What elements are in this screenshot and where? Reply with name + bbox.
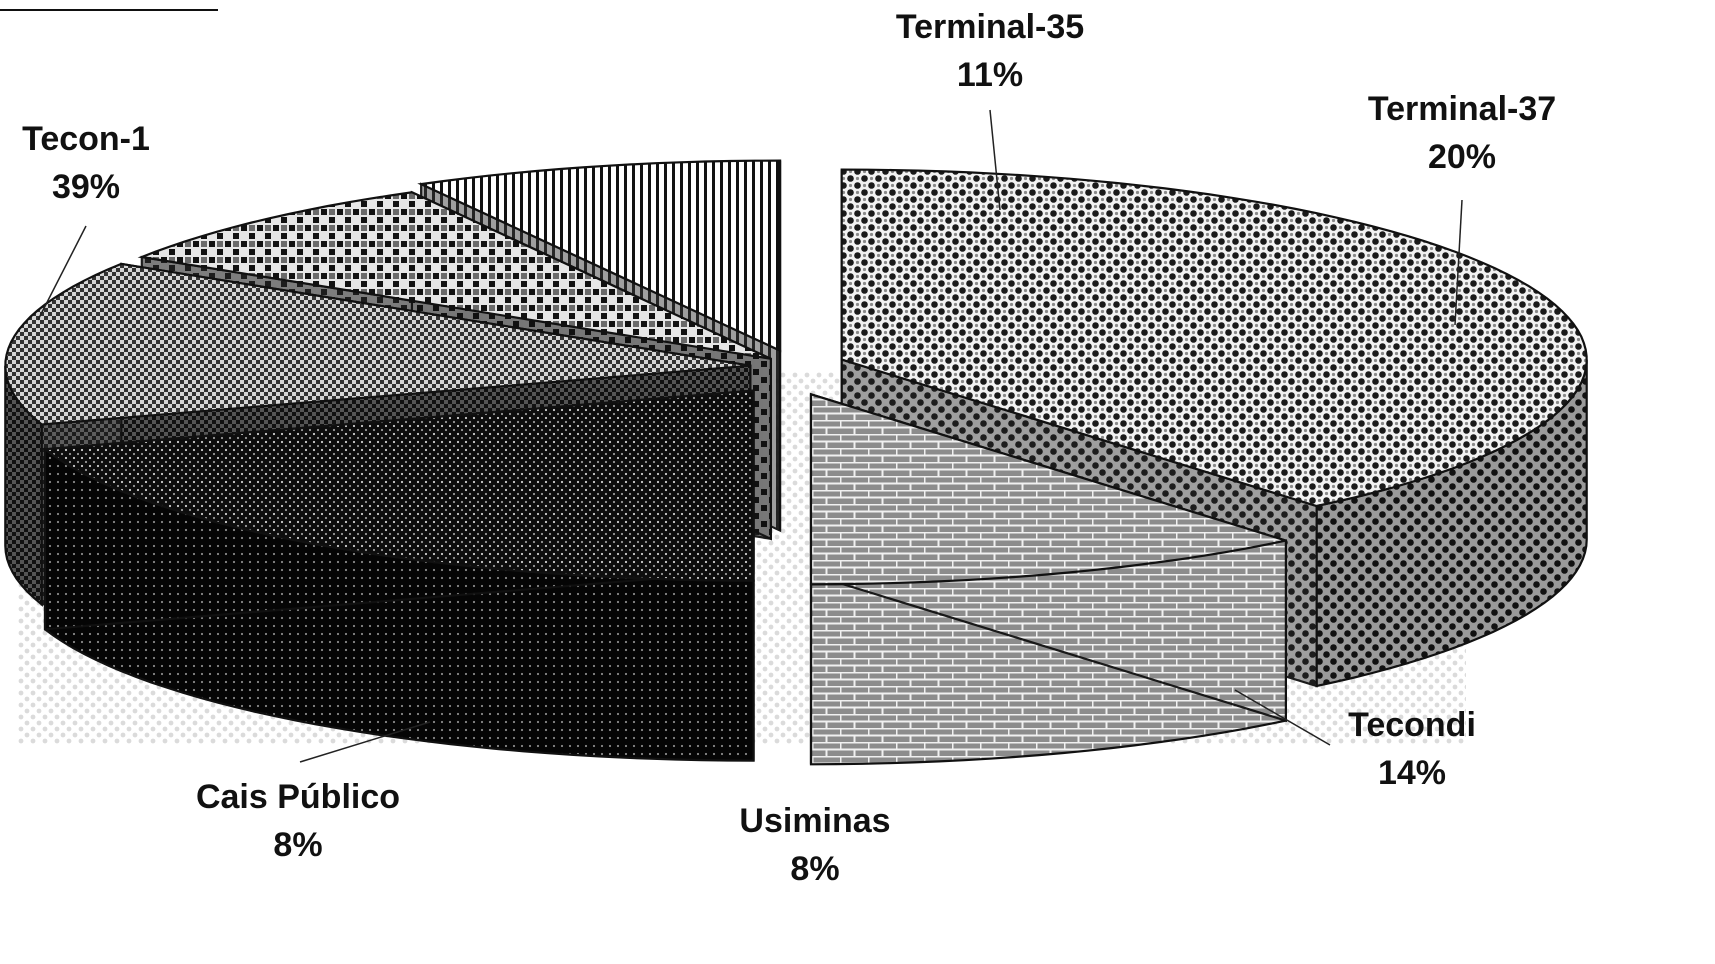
leader-cais-publico xyxy=(299,721,431,763)
percent-terminal-37: 20% xyxy=(1428,138,1496,176)
label-terminal-35: Terminal-35 xyxy=(896,8,1084,46)
leader-tecon-1 xyxy=(37,225,87,321)
leader-lines xyxy=(37,109,1463,763)
slice-terminal-35 xyxy=(809,392,1287,586)
leader-terminal-37 xyxy=(1454,199,1463,326)
label-terminal-37: Terminal-37 xyxy=(1368,90,1556,128)
slice-tecondi xyxy=(4,262,751,426)
pie-tops xyxy=(4,159,1588,586)
slice-terminal-37 xyxy=(41,389,755,582)
percent-tecondi: 14% xyxy=(1378,754,1446,792)
leader-tecondi xyxy=(1234,689,1331,746)
label-tecondi: Tecondi xyxy=(1348,706,1476,744)
slice-cais-publico xyxy=(417,159,782,353)
percent-terminal-35: 11% xyxy=(957,56,1023,94)
slice-tecon-1 xyxy=(840,168,1588,508)
percent-tecon-1: 39% xyxy=(52,168,120,206)
slice-labels: Tecon-1 39% Terminal-35 11% Terminal-37 20% Te… xyxy=(22,8,1556,888)
leader-terminal-35 xyxy=(989,109,1001,211)
percent-cais-publico: 8% xyxy=(273,826,322,864)
label-cais-publico: Cais Público xyxy=(196,778,400,816)
label-usiminas: Usiminas xyxy=(739,802,890,840)
percent-usiminas: 8% xyxy=(790,850,839,888)
label-tecon-1: Tecon-1 xyxy=(22,120,150,158)
slice-usiminas xyxy=(137,191,772,360)
